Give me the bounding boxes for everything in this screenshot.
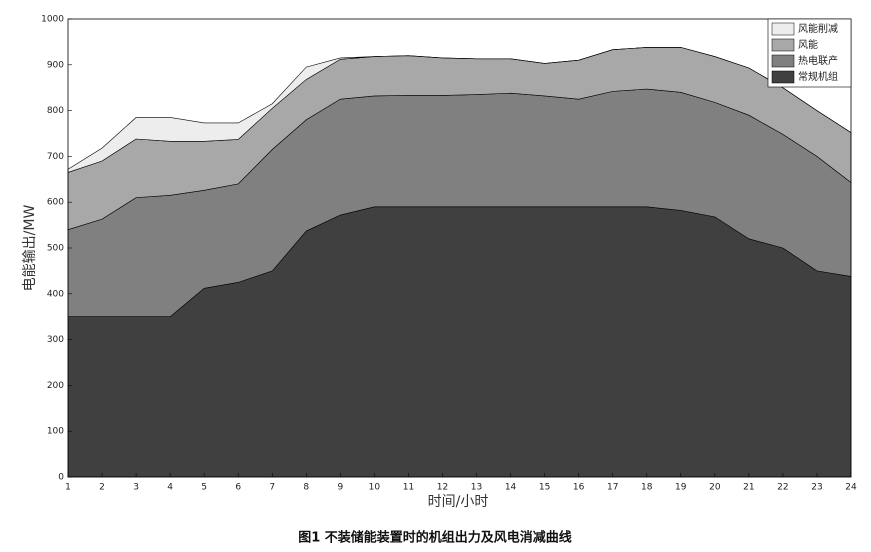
legend-label: 风能 bbox=[798, 38, 818, 51]
y-tick-label: 0 bbox=[58, 473, 64, 483]
x-tick-label: 5 bbox=[201, 483, 207, 493]
x-tick-label: 2 bbox=[99, 483, 105, 493]
x-axis-title: 时间/小时 bbox=[428, 494, 489, 510]
legend-swatch bbox=[771, 54, 795, 68]
x-tick-label: 4 bbox=[167, 483, 173, 493]
x-tick-label: 13 bbox=[471, 483, 482, 493]
legend-label: 风能削减 bbox=[798, 22, 838, 35]
x-tick-label: 9 bbox=[337, 483, 343, 493]
x-tick-label: 23 bbox=[811, 483, 822, 493]
legend-label: 常规机组 bbox=[798, 70, 838, 83]
x-tick-label: 22 bbox=[777, 483, 788, 493]
legend-label: 热电联产 bbox=[798, 54, 838, 67]
x-tick-label: 10 bbox=[369, 483, 381, 493]
x-tick-label: 1 bbox=[65, 483, 71, 493]
x-tick-label: 12 bbox=[437, 483, 448, 493]
caption: 图1 不装储能装置时的机组出力及风电消减曲线 bbox=[298, 530, 572, 546]
y-tick-label: 900 bbox=[47, 60, 64, 70]
x-tick-label: 17 bbox=[607, 483, 618, 493]
y-axis-title: 电能输出/MW bbox=[22, 205, 38, 292]
x-tick-label: 15 bbox=[539, 483, 550, 493]
x-tick-label: 6 bbox=[235, 483, 241, 493]
x-tick-label: 20 bbox=[709, 483, 721, 493]
y-tick-label: 400 bbox=[47, 289, 64, 299]
x-tick-label: 7 bbox=[269, 483, 275, 493]
y-tick-label: 300 bbox=[47, 335, 64, 345]
legend-swatch bbox=[771, 70, 795, 84]
y-tick-label: 700 bbox=[47, 152, 64, 162]
y-tick-label: 800 bbox=[47, 106, 64, 116]
x-tick-label: 11 bbox=[403, 483, 414, 493]
y-tick-label: 1000 bbox=[41, 15, 64, 25]
x-tick-label: 8 bbox=[303, 483, 309, 493]
y-tick-label: 100 bbox=[47, 427, 64, 437]
x-tick-label: 3 bbox=[133, 483, 139, 493]
x-tick-label: 24 bbox=[845, 483, 857, 493]
x-tick-label: 21 bbox=[743, 483, 754, 493]
y-tick-label: 600 bbox=[47, 198, 64, 208]
x-tick-label: 14 bbox=[505, 483, 517, 493]
x-tick-label: 16 bbox=[573, 483, 585, 493]
x-tick-label: 19 bbox=[675, 483, 687, 493]
legend-swatch bbox=[771, 38, 795, 52]
y-tick-label: 500 bbox=[47, 244, 64, 254]
area bbox=[67, 47, 852, 173]
x-tick-label: 18 bbox=[641, 483, 653, 493]
y-tick-label: 200 bbox=[47, 381, 64, 391]
legend-swatch bbox=[771, 22, 795, 36]
